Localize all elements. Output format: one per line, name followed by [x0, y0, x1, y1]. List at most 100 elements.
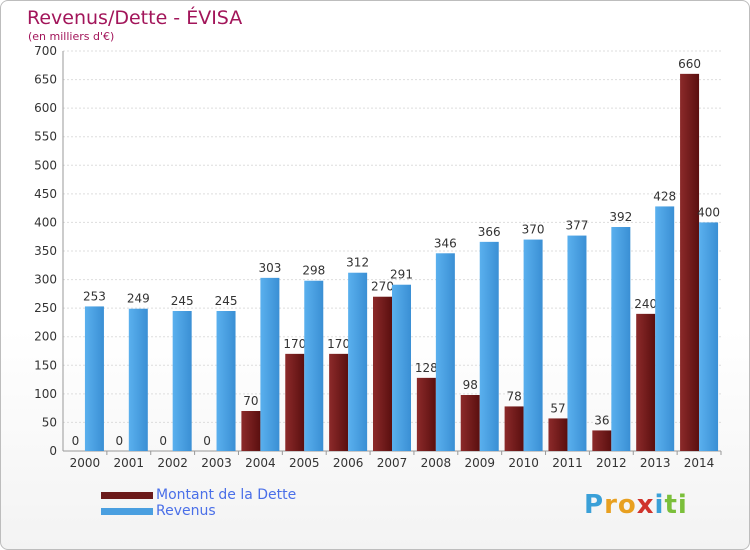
legend-swatch-dette	[101, 491, 153, 499]
bar-revenus-2011	[567, 235, 587, 451]
label-dette-2006: 170	[327, 337, 350, 351]
label-revenus-2013: 428	[653, 189, 676, 203]
x-tick-label: 2010	[508, 456, 539, 470]
y-tick-label: 50	[42, 415, 57, 429]
label-dette-2008: 128	[415, 361, 438, 375]
bar-dette-2011	[548, 418, 568, 451]
label-revenus-2014: 400	[697, 205, 720, 219]
y-tick-label: 300	[34, 273, 57, 287]
legend-label-revenus: Revenus	[156, 503, 216, 519]
label-dette-2001: 0	[115, 434, 123, 448]
bar-revenus-2001	[128, 308, 148, 451]
label-revenus-2011: 377	[566, 219, 589, 233]
x-tick-label: 2006	[333, 456, 364, 470]
y-tick-label: 100	[34, 387, 57, 401]
bar-revenus-2008	[435, 253, 455, 451]
bar-revenus-2004	[260, 277, 280, 451]
x-tick-label: 2012	[596, 456, 627, 470]
y-tick-label: 150	[34, 358, 57, 372]
label-revenus-2003: 245	[215, 294, 238, 308]
x-tick-label: 2003	[201, 456, 232, 470]
bar-revenus-2014	[699, 222, 719, 451]
bar-revenus-2007	[392, 284, 411, 451]
y-tick-label: 600	[34, 101, 57, 115]
logo-letter: x	[636, 490, 655, 520]
label-revenus-2005: 298	[302, 264, 325, 278]
label-revenus-2007: 291	[390, 268, 413, 282]
legend-item-dette: Montant de la Dette	[101, 487, 296, 503]
x-tick-label: 2008	[421, 456, 452, 470]
y-tick-label: 250	[34, 301, 57, 315]
label-dette-2013: 240	[634, 297, 657, 311]
bar-dette-2012	[592, 430, 612, 451]
y-tick-label: 0	[49, 444, 57, 458]
bar-dette-2010	[504, 406, 524, 451]
bar-revenus-2005	[304, 280, 324, 451]
bar-dette-2005	[285, 353, 305, 451]
label-dette-2009: 98	[463, 378, 478, 392]
bar-revenus-2012	[611, 227, 631, 451]
legend: Montant de la Dette Revenus	[101, 487, 296, 519]
y-tick-label: 200	[34, 330, 57, 344]
label-revenus-2004: 303	[258, 261, 281, 275]
label-dette-2010: 78	[506, 389, 521, 403]
logo-letter: o	[617, 490, 637, 520]
bar-revenus-2003	[216, 311, 236, 451]
label-dette-2000: 0	[72, 434, 80, 448]
label-dette-2004: 70	[243, 394, 258, 408]
bar-revenus-2000	[84, 306, 104, 451]
y-tick-label: 650	[34, 73, 57, 87]
bar-dette-2004	[241, 411, 261, 451]
logo-letter: t	[664, 490, 678, 520]
label-revenus-2001: 249	[127, 292, 150, 306]
bar-revenus-2010	[523, 239, 543, 451]
legend-item-revenus: Revenus	[101, 503, 296, 519]
proxiti-logo: Proxiti	[584, 490, 688, 520]
chart-subtitle: (en milliers d'€)	[28, 30, 115, 43]
legend-swatch-revenus	[101, 507, 153, 515]
x-tick-label: 2014	[684, 456, 715, 470]
label-revenus-2009: 366	[478, 225, 501, 239]
x-tick-label: 2001	[114, 456, 145, 470]
logo-letter: r	[604, 490, 618, 520]
label-revenus-2002: 245	[171, 294, 194, 308]
x-tick-label: 2004	[245, 456, 276, 470]
y-tick-label: 500	[34, 158, 57, 172]
x-tick-label: 2005	[289, 456, 320, 470]
chart-title: Revenus/Dette - ÉVISA	[27, 7, 243, 29]
bar-dette-2008	[416, 377, 436, 451]
label-revenus-2012: 392	[609, 210, 632, 224]
y-tick-label: 350	[34, 244, 57, 258]
bar-revenus-2009	[479, 241, 499, 451]
bar-dette-2009	[460, 395, 480, 451]
bar-dette-2007	[373, 296, 392, 451]
label-dette-2005: 170	[283, 337, 306, 351]
x-tick-label: 2013	[640, 456, 671, 470]
y-tick-label: 700	[34, 44, 57, 58]
label-revenus-2008: 346	[434, 236, 457, 250]
y-tick-label: 450	[34, 187, 57, 201]
label-revenus-2000: 253	[83, 289, 106, 303]
x-tick-label: 2002	[157, 456, 188, 470]
bar-revenus-2013	[655, 206, 675, 451]
legend-label-dette: Montant de la Dette	[156, 487, 297, 503]
x-tick-label: 2011	[552, 456, 583, 470]
label-revenus-2010: 370	[522, 223, 545, 237]
x-tick-label: 2007	[377, 456, 408, 470]
label-dette-2014: 660	[678, 57, 701, 71]
label-dette-2002: 0	[159, 434, 167, 448]
label-dette-2011: 57	[550, 401, 565, 415]
y-tick-label: 400	[34, 215, 57, 229]
bar-dette-2013	[636, 313, 656, 451]
y-tick-label: 550	[34, 130, 57, 144]
x-tick-label: 2009	[464, 456, 495, 470]
x-tick-label: 2000	[70, 456, 101, 470]
label-dette-2007: 270	[371, 280, 394, 294]
logo-letter: P	[584, 490, 605, 520]
bar-dette-2014	[680, 73, 700, 451]
label-revenus-2006: 312	[346, 256, 369, 270]
label-dette-2012: 36	[594, 413, 609, 427]
logo-letter: i	[654, 490, 665, 520]
